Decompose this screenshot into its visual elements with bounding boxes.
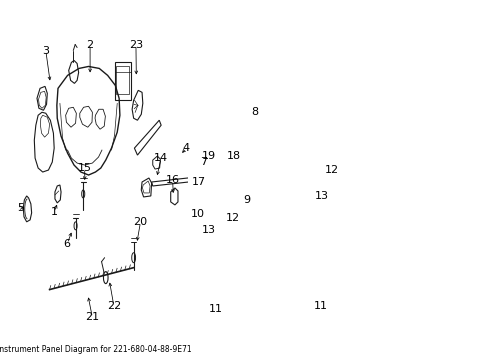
- Text: 13: 13: [201, 225, 215, 235]
- Text: 16: 16: [165, 175, 179, 185]
- Text: 11: 11: [313, 301, 327, 311]
- Text: 3: 3: [42, 45, 49, 55]
- Text: 12: 12: [325, 165, 339, 175]
- Text: 2: 2: [86, 40, 94, 50]
- Text: 17: 17: [191, 177, 205, 187]
- Text: 6: 6: [63, 239, 71, 249]
- Text: 8: 8: [250, 107, 257, 117]
- Text: 1: 1: [51, 207, 58, 217]
- Text: 23: 23: [129, 40, 142, 50]
- Text: 22: 22: [106, 301, 121, 311]
- Text: 19: 19: [202, 151, 216, 161]
- Text: 14: 14: [154, 153, 168, 163]
- Text: 10: 10: [190, 209, 204, 219]
- Text: 21: 21: [85, 312, 99, 323]
- Text: Instrument Panel Diagram for 221-680-04-88-9E71: Instrument Panel Diagram for 221-680-04-…: [0, 345, 191, 354]
- Text: 15: 15: [78, 163, 92, 173]
- Text: 7: 7: [199, 157, 206, 167]
- Text: 13: 13: [314, 191, 328, 201]
- Text: 9: 9: [243, 195, 250, 205]
- Text: 11: 11: [208, 305, 222, 315]
- Text: 5: 5: [17, 203, 24, 213]
- Text: 18: 18: [226, 151, 240, 161]
- Text: 4: 4: [183, 143, 189, 153]
- Text: 20: 20: [133, 217, 147, 227]
- Text: 12: 12: [225, 213, 240, 223]
